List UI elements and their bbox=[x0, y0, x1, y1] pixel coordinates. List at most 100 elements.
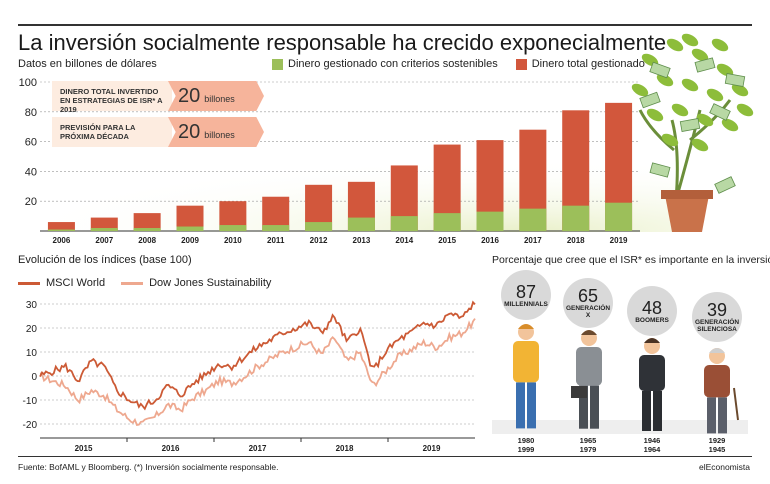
series-line-msci bbox=[39, 300, 476, 411]
legend-label: Dinero total gestionado bbox=[531, 58, 645, 70]
tree-leaf bbox=[681, 33, 699, 47]
bar-y-tick-label: 40 bbox=[25, 166, 37, 178]
tree-leaf bbox=[656, 73, 674, 87]
person-leg-left bbox=[516, 382, 525, 429]
line-y-tick-label: -10 bbox=[23, 396, 38, 407]
footer-source: Fuente: BofAML y Bloomberg. (*) Inversió… bbox=[18, 462, 279, 472]
page-title: La inversión socialmente responsable ha … bbox=[18, 30, 667, 55]
figures-floor bbox=[492, 420, 748, 434]
bar-x-tick-label: 2006 bbox=[53, 236, 71, 245]
tree-leaf bbox=[666, 38, 684, 52]
person-leg-left bbox=[707, 397, 716, 434]
legend-label: Dinero gestionado con criterios sostenib… bbox=[288, 58, 498, 70]
person-torso bbox=[704, 365, 730, 398]
gen-x: 65 GENERACIÓN X bbox=[563, 278, 613, 328]
money-bill-icon bbox=[709, 103, 731, 121]
legend-label: MSCI World bbox=[46, 277, 106, 289]
legend-line-dj bbox=[121, 281, 144, 285]
legend-item-dj: Dow Jones Sustainability bbox=[121, 277, 271, 289]
bar-x-tick-label: 2009 bbox=[181, 236, 199, 245]
line-y-tick-label: 10 bbox=[26, 348, 38, 359]
bottom-rule bbox=[18, 456, 752, 457]
series-line-dj bbox=[39, 318, 476, 426]
bar-x-tick-label: 2014 bbox=[395, 236, 413, 245]
money-bill-icon bbox=[649, 61, 671, 79]
callout-value: 20 bbox=[178, 121, 201, 143]
gen-circle: 65 GENERACIÓN X bbox=[563, 278, 613, 328]
tree-leaf bbox=[716, 63, 734, 77]
tree-leaf bbox=[646, 108, 664, 122]
bar-sostenible bbox=[47, 229, 75, 231]
person-leg-right bbox=[718, 397, 727, 434]
tree-leaf bbox=[631, 83, 649, 97]
bar-x-tick-label: 2011 bbox=[267, 236, 285, 245]
top-rule bbox=[18, 24, 752, 26]
bar-x-tick-label: 2016 bbox=[481, 236, 499, 245]
legend-label: Dow Jones Sustainability bbox=[149, 277, 272, 289]
footer-brand: elEconomista bbox=[698, 462, 750, 472]
legend-swatch-green bbox=[272, 58, 283, 70]
tree-leaf bbox=[731, 83, 749, 97]
gen-percent: 65 bbox=[577, 286, 599, 306]
tree-leaf bbox=[671, 103, 689, 117]
bar-y-tick-label: 60 bbox=[25, 137, 37, 149]
gen-name: BOOMERS bbox=[635, 316, 669, 324]
legend-swatch-red bbox=[515, 58, 527, 70]
bar-sostenible bbox=[219, 225, 247, 231]
briefcase-icon bbox=[571, 386, 587, 398]
year-start: 1980 bbox=[517, 436, 535, 445]
tree-leaf bbox=[721, 118, 739, 132]
callout-value-box: 20 billones bbox=[168, 117, 264, 147]
person-hair bbox=[709, 348, 725, 353]
gen-years: 1929 1945 bbox=[697, 436, 737, 454]
year-start: 1946 bbox=[643, 436, 661, 445]
line-x-tick-label: 2015 bbox=[75, 444, 93, 453]
flower-pot bbox=[665, 195, 709, 232]
bar-sostenible bbox=[176, 226, 204, 231]
line-x-tick-label: 2018 bbox=[336, 444, 354, 453]
gen-years: 1946 1964 bbox=[632, 436, 672, 454]
bar-x-tick-label: 2013 bbox=[353, 236, 371, 245]
line-y-tick-label: 0 bbox=[31, 372, 37, 383]
money-bill-icon bbox=[649, 162, 671, 178]
legend-item-msci: MSCI World bbox=[18, 277, 105, 289]
tree-leaf bbox=[681, 78, 699, 92]
line-y-tick-label: 30 bbox=[26, 300, 38, 311]
tree-leaf bbox=[711, 38, 729, 52]
line-y-tick-label: 20 bbox=[26, 324, 38, 335]
money-bill-icon bbox=[639, 91, 661, 109]
year-end: 1964 bbox=[643, 445, 661, 454]
bar-x-tick-label: 2015 bbox=[438, 236, 456, 245]
bar-sostenible bbox=[476, 211, 504, 231]
person-hair bbox=[644, 338, 660, 343]
generations-title: Porcentaje que cree que el ISR* es impor… bbox=[492, 254, 770, 266]
person-torso bbox=[639, 355, 665, 391]
bar-x-tick-label: 2012 bbox=[310, 236, 328, 245]
gen-name: MILLENNIALS bbox=[504, 300, 548, 308]
tree-leaf bbox=[691, 48, 709, 62]
gen-percent: 87 bbox=[515, 281, 537, 302]
bar-x-tick-label: 2010 bbox=[224, 236, 242, 245]
gen-percent: 48 bbox=[641, 297, 663, 318]
money-bill-icon bbox=[694, 57, 716, 73]
chart-subtitle: Datos en billones de dólares bbox=[18, 58, 157, 70]
bar-total bbox=[47, 222, 75, 231]
flower-pot-rim bbox=[661, 190, 713, 199]
year-end: 1945 bbox=[708, 445, 726, 454]
gen-millennials: 87 MILLENNIALS bbox=[501, 270, 551, 320]
year-end: 1999 bbox=[517, 445, 535, 454]
gen-name: GENERACIÓN SILENCIOSA bbox=[695, 319, 740, 333]
bar-x-tick-label: 2007 bbox=[95, 236, 113, 245]
line-y-tick-label: -20 bbox=[23, 420, 38, 431]
bar-x-tick-label: 2008 bbox=[138, 236, 156, 245]
person-torso bbox=[513, 341, 539, 383]
person-leg-right bbox=[590, 385, 599, 429]
callout-value: 20 bbox=[178, 85, 201, 107]
bar-y-tick-label: 20 bbox=[25, 196, 37, 208]
person-leg-right bbox=[527, 382, 536, 429]
year-start: 1965 bbox=[579, 436, 597, 445]
person-leg-left bbox=[642, 391, 651, 431]
person-leg-left bbox=[579, 385, 588, 429]
tree-leaf bbox=[691, 138, 709, 152]
